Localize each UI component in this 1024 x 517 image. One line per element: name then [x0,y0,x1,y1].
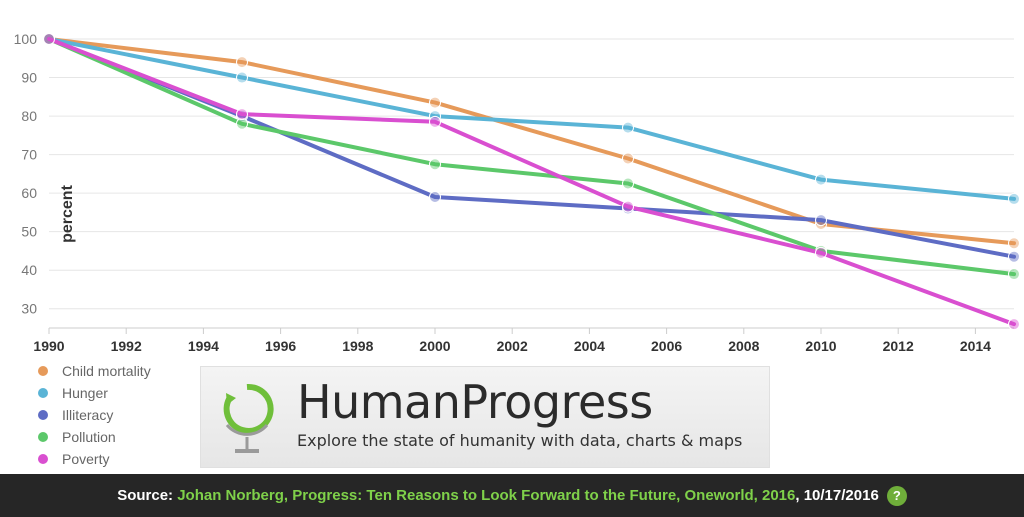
y-tick-label: 90 [21,70,37,86]
globe-icon [223,383,274,453]
help-icon[interactable]: ? [886,485,907,506]
legend-item-poverty[interactable]: Poverty [38,448,151,470]
data-point-hunger [815,173,827,186]
data-point-poverty [815,246,827,259]
legend-label: Poverty [62,451,110,467]
y-tick-label: 80 [21,108,37,124]
legend: Child mortality Hunger Illiteracy Pollution… [38,360,151,470]
y-tick-label: 30 [21,301,37,317]
x-tick-label: 1998 [342,338,373,354]
legend-item-illiteracy[interactable]: Illiteracy [38,404,151,426]
humanprogress-banner[interactable]: HumanProgress Explore the state of human… [200,366,770,468]
x-tick-label: 2010 [805,338,836,354]
legend-label: Child mortality [62,363,151,379]
source-footer: Source: Johan Norberg, Progress: Ten Rea… [0,474,1024,517]
x-tick-label: 2012 [883,338,914,354]
y-tick-label: 50 [21,224,37,240]
data-point-poverty [43,33,55,45]
source-link[interactable]: Johan Norberg, Progress: Ten Reasons to … [177,487,796,504]
x-tick-label: 2006 [651,338,682,354]
legend-swatch [38,432,48,442]
legend-item-child-mortality[interactable]: Child mortality [38,360,151,382]
y-tick-label: 40 [21,262,37,278]
x-tick-label: 2002 [497,338,528,354]
data-point-pollution [1008,268,1020,281]
x-tick-label: 2014 [960,338,991,354]
data-point-pollution [622,177,634,190]
legend-swatch [38,388,48,398]
series-line-hunger [47,37,1016,201]
line-chart: 100 90 80 70 60 50 40 30 1990 1992 1994 1996 1998 200… [14,31,1020,354]
y-tick-label: 100 [14,31,38,47]
data-point-poverty [429,115,441,128]
data-point-child-mortality [1008,237,1020,250]
banner-tagline: Explore the state of humanity with data,… [297,431,743,450]
banner-title: HumanProgress [297,375,653,429]
series-lines [43,33,1020,331]
data-point-illiteracy [1008,250,1020,263]
legend-swatch [38,366,48,376]
data-point-poverty [1008,318,1020,331]
data-point-child-mortality [429,96,441,109]
data-point-hunger [622,121,634,134]
y-tick-label: 70 [21,147,37,163]
y-tick-label: 60 [21,185,37,201]
x-tick-label: 1990 [33,338,64,354]
axes: 100 90 80 70 60 50 40 30 1990 1992 1994 1996 1998 200… [14,31,1014,354]
grid-lines [49,38,1014,310]
y-axis-label: percent [59,184,76,242]
legend-label: Hunger [62,385,108,401]
data-point-hunger [236,71,248,84]
legend-item-pollution[interactable]: Pollution [38,426,151,448]
x-tick-label: 1992 [111,338,142,354]
legend-swatch [38,410,48,420]
x-tick-label: 2004 [574,338,605,354]
legend-label: Illiteracy [62,407,114,423]
series-line-pollution [47,37,1016,277]
series-line-poverty [47,37,1016,327]
series-line-illiteracy [47,37,1016,259]
data-point-poverty [622,200,634,213]
x-tick-label: 1996 [265,338,296,354]
data-point-pollution [429,158,441,171]
source-date: , 10/17/2016 [795,487,879,504]
x-tick-label: 2008 [728,338,759,354]
legend-label: Pollution [62,429,116,445]
data-point-hunger [1008,192,1020,205]
data-point-poverty [236,108,248,121]
data-point-child-mortality [622,152,634,165]
legend-item-hunger[interactable]: Hunger [38,382,151,404]
data-point-illiteracy [429,190,441,203]
legend-swatch [38,454,48,464]
data-point-child-mortality [236,56,248,69]
data-point-pollution [236,117,248,130]
x-tick-label: 2000 [419,338,450,354]
source-prefix: Source: [117,487,174,504]
x-tick-label: 1994 [188,338,219,354]
data-point-illiteracy [815,214,827,227]
